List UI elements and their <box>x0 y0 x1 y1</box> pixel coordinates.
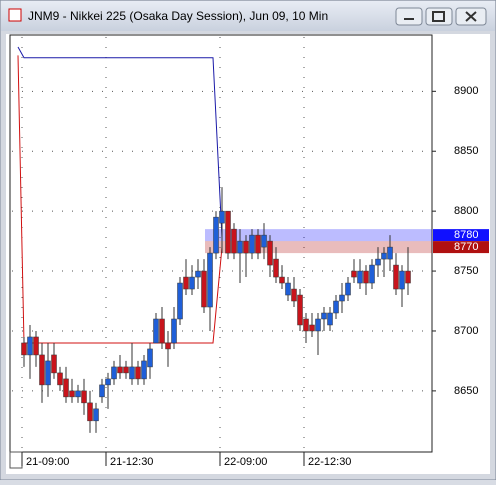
candle-body <box>261 234 267 248</box>
price-tag-label: 8780 <box>454 229 478 241</box>
candle-body <box>219 210 225 224</box>
candle-body <box>267 240 273 266</box>
candle-body <box>291 288 297 302</box>
candle-body <box>315 318 321 332</box>
candle-body <box>75 390 81 398</box>
candle-body <box>165 342 171 350</box>
y-tick-label: 8900 <box>454 85 478 97</box>
candle-body <box>399 270 405 290</box>
y-tick-label: 8750 <box>454 265 478 277</box>
candle-body <box>51 354 57 374</box>
candle-body <box>369 264 375 284</box>
candle-body <box>225 210 231 254</box>
candle-body <box>213 216 219 254</box>
candle-body <box>297 294 303 326</box>
candle-body <box>363 270 369 284</box>
candle-body <box>93 408 99 422</box>
candle-body <box>39 354 45 386</box>
candle-body <box>345 282 351 296</box>
candle-body <box>171 318 177 344</box>
candle-body <box>303 318 309 332</box>
candle-body <box>201 270 207 308</box>
candle-body <box>327 312 333 326</box>
y-tick-label: 8800 <box>454 205 478 217</box>
candle-body <box>195 270 201 278</box>
corner-box <box>9 451 23 469</box>
price-band <box>205 229 432 242</box>
candle-body <box>273 258 279 278</box>
candle-body <box>339 294 345 302</box>
indicator-line <box>17 55 223 344</box>
candle-body <box>381 252 387 260</box>
candle-body <box>249 234 255 254</box>
price-tag-label: 8770 <box>454 241 478 253</box>
candle-body <box>321 312 327 320</box>
candle-body <box>147 348 153 368</box>
candle-body <box>159 318 165 344</box>
candle-body <box>153 318 159 344</box>
candle-body <box>33 336 39 356</box>
candle-body <box>69 390 75 398</box>
candle-body <box>351 270 357 278</box>
x-tick-label: 21-12:30 <box>110 456 153 468</box>
plot: 8650 8700 8750 8800 8850 8900 21-09:00 21-12:30… <box>12 37 489 468</box>
close-icon <box>465 11 477 22</box>
x-tick-label: 22-09:00 <box>224 456 267 468</box>
candle-body <box>63 378 69 398</box>
candle-body <box>99 384 105 398</box>
candle-body <box>309 324 315 332</box>
candle-body <box>87 402 93 422</box>
app-icon <box>8 8 22 22</box>
candle-body <box>255 234 261 254</box>
minimize-button[interactable] <box>395 7 423 26</box>
x-tick-label: 21-09:00 <box>26 456 69 468</box>
candle-body <box>129 366 135 380</box>
candle-body <box>141 360 147 380</box>
window-title: JNM9 - Nikkei 225 (Osaka Day Session), J… <box>28 9 328 23</box>
candle-body <box>21 342 27 356</box>
candle-body <box>375 258 381 266</box>
candle-body <box>45 360 51 386</box>
candle-body <box>237 240 243 254</box>
price-tag <box>433 241 489 254</box>
candle-body <box>135 366 141 380</box>
candle-body <box>357 270 363 284</box>
maximize-button[interactable] <box>425 7 453 26</box>
candle-body <box>111 366 117 380</box>
candle-body <box>279 276 285 284</box>
candle-body <box>117 366 123 374</box>
candle-body <box>177 282 183 320</box>
candle-body <box>189 276 195 290</box>
candle-body <box>105 378 111 386</box>
candle-body <box>183 276 189 290</box>
maximize-icon <box>432 11 445 22</box>
candle-body <box>57 372 63 386</box>
x-tick-label: 22-12:30 <box>308 456 351 468</box>
candle-body <box>333 300 339 314</box>
candle-body <box>231 228 237 254</box>
y-tick-label: 8850 <box>454 145 478 157</box>
candle-body <box>27 336 33 356</box>
y-tick-label: 8700 <box>454 325 478 337</box>
candle-body <box>285 282 291 296</box>
candle-body <box>207 252 213 308</box>
candle-body <box>405 270 411 284</box>
indicator-line <box>17 46 223 238</box>
candle-body <box>243 240 249 254</box>
candle-body <box>81 390 87 404</box>
y-tick-label: 8650 <box>454 385 478 397</box>
candle-body <box>393 264 399 290</box>
candle-body <box>387 246 393 260</box>
plot-area <box>9 34 433 453</box>
candle-body <box>123 366 129 374</box>
price-tag <box>433 229 489 242</box>
